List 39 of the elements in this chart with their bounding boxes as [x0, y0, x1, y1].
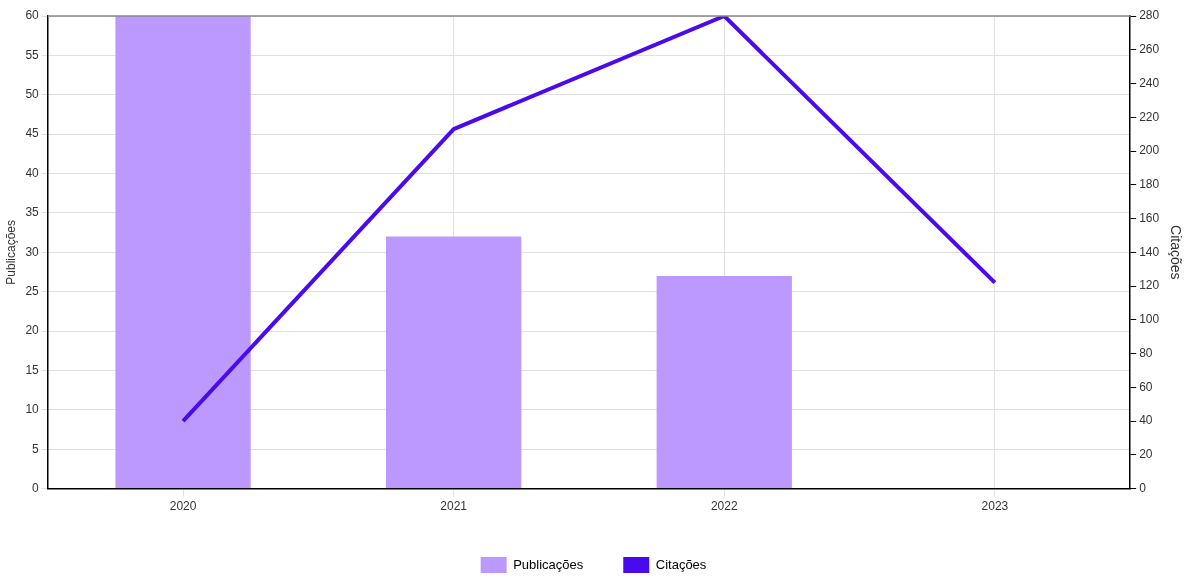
legend-label: Publicações	[513, 556, 584, 572]
y-tick-label: 60	[25, 8, 40, 23]
y2-tick-label: 220	[1139, 109, 1160, 124]
y2-tick-label: 160	[1139, 210, 1160, 225]
y2-tick-label: 100	[1139, 312, 1160, 327]
x-tick-label: 2021	[440, 499, 468, 514]
y-tick-label: 50	[25, 87, 40, 102]
x-tick-label: 2022	[710, 499, 738, 514]
y2-tick-label: 120	[1139, 278, 1160, 293]
bar	[386, 236, 522, 489]
x-tick-label: 2023	[981, 499, 1009, 514]
y-tick-label: 0	[32, 480, 40, 495]
y2-tick-label: 200	[1139, 143, 1160, 158]
y-tick-label: 10	[25, 402, 40, 417]
y-tick-label: 25	[25, 284, 40, 298]
y-tick-label: 45	[25, 126, 40, 141]
legend-label: Citações	[655, 556, 707, 572]
y-axis-title: Publicações	[3, 219, 18, 285]
y2-tick-label: 0	[1139, 480, 1147, 495]
y-tick-label: 55	[25, 47, 40, 62]
y2-tick-label: 20	[1139, 447, 1153, 462]
y2-tick-label: 40	[1139, 413, 1153, 428]
y2-tick-label: 240	[1139, 75, 1160, 90]
y2-axis-title: Citações	[1167, 225, 1184, 280]
y-tick-label: 20	[25, 323, 40, 338]
y-tick-label: 40	[25, 165, 40, 180]
y-tick-label: 35	[25, 205, 40, 220]
bar	[656, 275, 792, 489]
y-tick-label: 30	[25, 244, 40, 259]
y-tick-label: 15	[25, 362, 40, 377]
y2-tick-label: 280	[1139, 8, 1160, 23]
y2-tick-label: 180	[1139, 177, 1160, 192]
x-tick-label: 2020	[169, 499, 197, 514]
y2-tick-label: 140	[1139, 244, 1160, 259]
y2-tick-label: 260	[1139, 42, 1160, 57]
y2-tick-label: 80	[1139, 345, 1153, 360]
y-tick-label: 5	[32, 441, 40, 456]
y2-tick-label: 60	[1139, 379, 1153, 394]
bar	[115, 16, 251, 489]
